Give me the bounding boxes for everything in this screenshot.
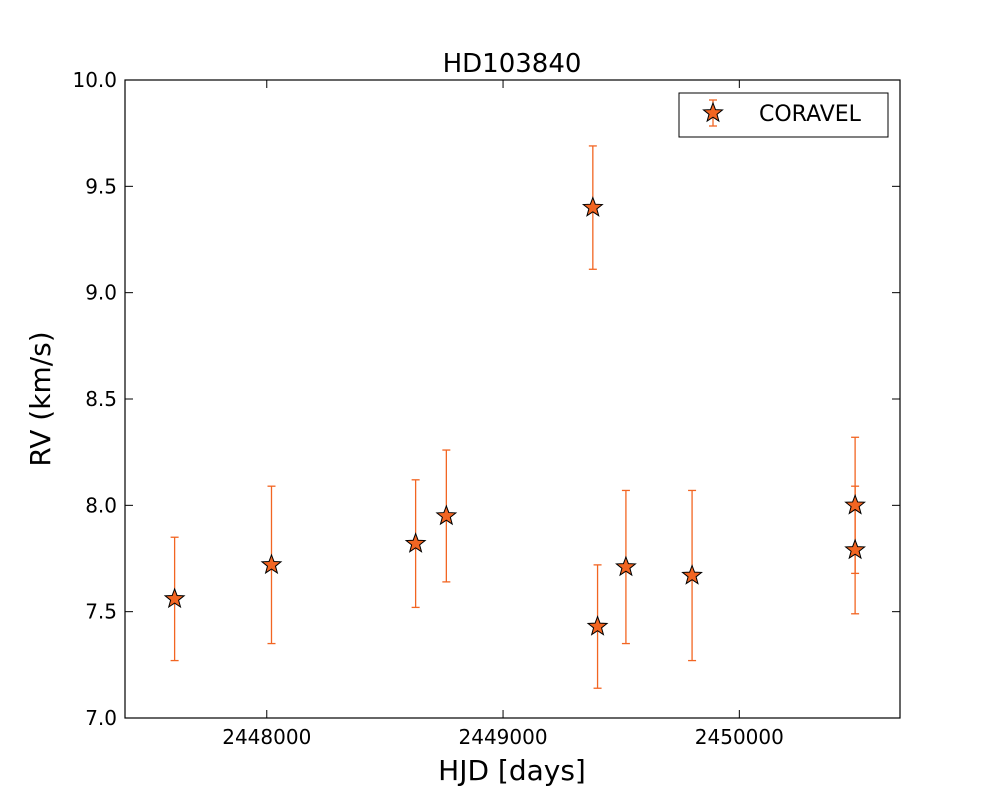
y-tick-label: 8.0: [85, 493, 117, 517]
legend-star-marker: [702, 101, 724, 123]
x-tick-label: 2448000: [222, 725, 311, 749]
x-axis-title: HJD [days]: [438, 754, 586, 787]
data-point-star: [404, 532, 427, 553]
data-point-star: [260, 553, 283, 575]
chart-title: HD103840: [443, 49, 582, 79]
legend: CORAVEL: [678, 92, 889, 138]
data-point-star: [435, 504, 458, 526]
y-tick-label: 7.5: [85, 600, 117, 624]
y-tick-label: 10.0: [72, 68, 117, 92]
data-point-star: [615, 555, 637, 577]
y-axis-title: RV (km/s): [24, 331, 57, 466]
data-point-star: [163, 587, 186, 609]
x-tick-label: 2449000: [459, 725, 548, 749]
axis-ticks: 2448000 2449000 2450000 7.0 7.5 8.0 8.5 9.0 9.5 1…: [72, 68, 900, 749]
y-tick-label: 9.0: [85, 281, 117, 305]
data-point-star: [586, 615, 609, 636]
y-tick-label: 7.0: [85, 706, 117, 730]
data-points: [163, 196, 866, 636]
plot-frame: [124, 79, 901, 719]
x-tick-label: 2450000: [695, 725, 784, 749]
y-tick-label: 8.5: [85, 387, 117, 411]
data-point-star: [844, 538, 866, 560]
data-point-star: [681, 564, 703, 585]
legend-label: CORAVEL: [759, 102, 862, 127]
data-point-star: [581, 196, 604, 217]
y-tick-label: 9.5: [85, 174, 117, 198]
data-point-star: [844, 493, 866, 515]
